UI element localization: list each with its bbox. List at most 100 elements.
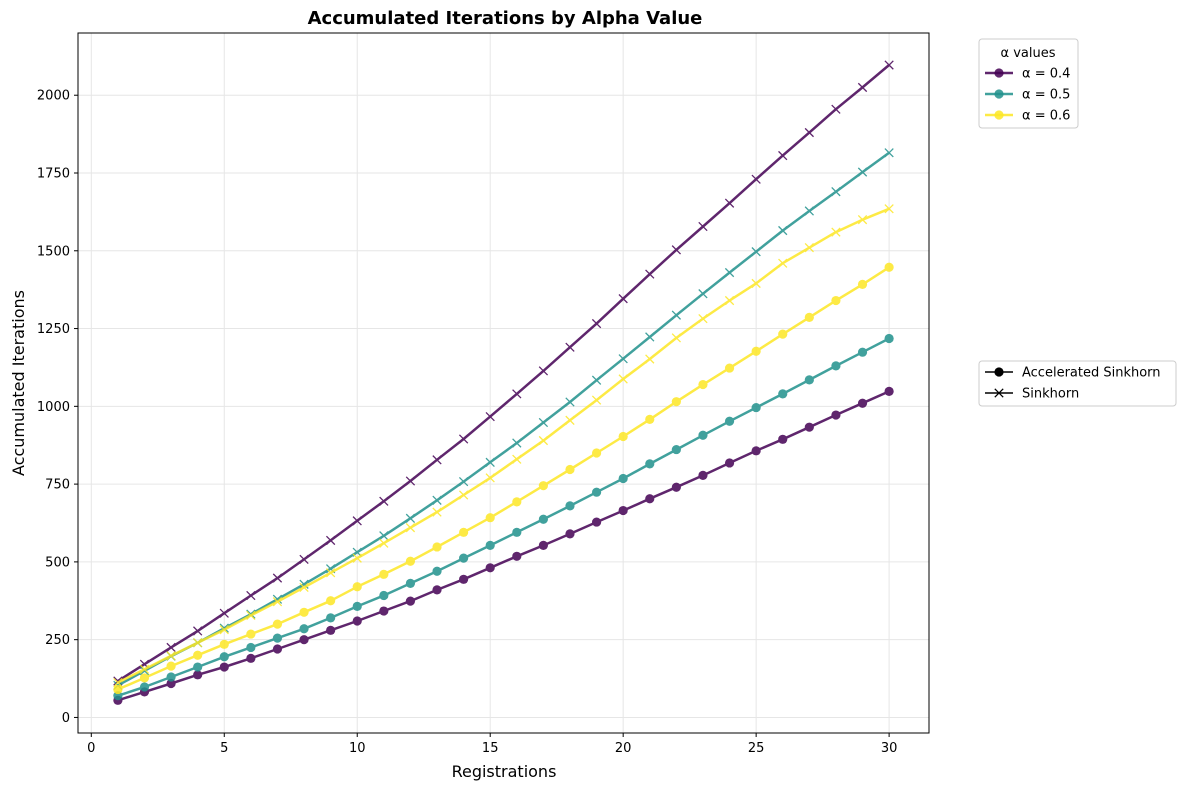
data-point-alpha-06-sinkhorn [857, 215, 868, 225]
data-point-alpha-04-sinkhorn [352, 516, 362, 526]
data-point-alpha-06-sinkhorn [618, 374, 628, 384]
data-point-alpha-05-sinkhorn [724, 267, 735, 278]
data-point-alpha-05-accelerated [193, 662, 203, 672]
data-point-alpha-06-accelerated [299, 607, 309, 617]
data-point-alpha-06-accelerated [193, 650, 203, 660]
data-point-alpha-04-accelerated [884, 386, 894, 396]
data-point-alpha-04-accelerated [671, 482, 681, 492]
data-point-alpha-04-accelerated [485, 563, 495, 573]
y-axis-label: Accumulated Iterations [9, 290, 28, 476]
data-point-alpha-06-sinkhorn [671, 333, 682, 343]
data-point-alpha-04-sinkhorn [804, 127, 814, 138]
x-axis-label: Registrations [452, 762, 557, 781]
data-point-alpha-04-sinkhorn [219, 608, 229, 618]
data-point-alpha-05-sinkhorn [778, 225, 788, 236]
plot-frame [77, 32, 930, 734]
marker-legend: Accelerated Sinkhorn Sinkhorn [978, 360, 1177, 407]
data-point-alpha-04-accelerated [645, 494, 655, 504]
data-point-alpha-06-sinkhorn [299, 582, 309, 593]
data-point-alpha-05-accelerated [778, 389, 788, 399]
data-point-alpha-06-accelerated [379, 569, 389, 579]
series-alpha-06-sinkhorn [113, 204, 894, 688]
data-point-alpha-04-accelerated [299, 635, 309, 645]
data-point-alpha-06-accelerated [326, 596, 336, 606]
data-point-alpha-05-accelerated [831, 361, 841, 371]
data-point-alpha-06-accelerated [751, 346, 761, 356]
x-tick-label: 30 [881, 741, 898, 756]
data-point-alpha-06-accelerated [591, 448, 602, 458]
data-point-alpha-04-sinkhorn [591, 318, 602, 329]
data-point-alpha-04-accelerated [379, 606, 389, 616]
data-point-alpha-06-sinkhorn [698, 313, 708, 324]
data-point-alpha-06-sinkhorn [139, 664, 150, 674]
data-point-alpha-06-sinkhorn [113, 677, 123, 688]
alpha-legend-box [978, 38, 1079, 129]
x-tick-label: 5 [220, 741, 228, 756]
series-line-alpha-04-sinkhorn [117, 64, 890, 683]
data-point-alpha-06-accelerated [778, 329, 788, 339]
series-alpha-04-sinkhorn [113, 60, 894, 686]
data-point-alpha-06-sinkhorn [219, 625, 229, 635]
data-point-alpha-04-accelerated [857, 398, 868, 408]
data-point-alpha-05-sinkhorn [512, 438, 522, 448]
data-point-alpha-04-sinkhorn [538, 366, 549, 376]
marker-legend-items: Accelerated Sinkhorn Sinkhorn [985, 366, 1161, 402]
data-point-alpha-06-sinkhorn [724, 295, 735, 306]
data-point-alpha-06-sinkhorn [538, 435, 549, 446]
data-point-alpha-06-sinkhorn [645, 354, 655, 364]
data-point-alpha-04-accelerated [724, 458, 735, 468]
data-point-alpha-04-accelerated [831, 410, 841, 420]
data-point-alpha-04-accelerated [405, 596, 416, 606]
data-point-alpha-06-sinkhorn [246, 610, 256, 621]
data-point-alpha-05-sinkhorn [804, 206, 814, 216]
data-point-alpha-04-sinkhorn [751, 174, 761, 184]
data-point-alpha-05-accelerated [405, 578, 416, 588]
data-point-alpha-04-accelerated [326, 625, 336, 635]
data-point-alpha-04-accelerated [272, 644, 283, 654]
data-point-alpha-06-accelerated [459, 527, 469, 537]
data-point-alpha-05-accelerated [698, 430, 708, 440]
alpha-legend-items: α = 0.4 α = 0.5 α = 0.6 [985, 67, 1070, 124]
legend-marker-alpha [994, 89, 1004, 99]
data-point-alpha-05-sinkhorn [538, 417, 549, 428]
data-point-alpha-06-accelerated [405, 556, 416, 566]
data-point-alpha-05-accelerated [671, 444, 681, 455]
axes: 0 5 10 15 20 25 30 0 250 500 750 1000 1250 1500 1750 20… [37, 89, 897, 756]
data-point-alpha-05-accelerated [379, 590, 389, 601]
data-point-alpha-05-sinkhorn [432, 495, 442, 505]
legend-label-marker: Sinkhorn [1022, 387, 1079, 402]
data-point-alpha-04-accelerated [166, 678, 176, 689]
series-alpha-06-accelerated [113, 262, 894, 695]
data-point-alpha-04-sinkhorn [645, 269, 655, 279]
data-point-alpha-05-sinkhorn [485, 457, 495, 467]
marker-legend-box [978, 360, 1177, 407]
data-point-alpha-06-accelerated [671, 397, 681, 407]
y-tick-label: 0 [62, 711, 70, 726]
data-point-alpha-06-sinkhorn [565, 415, 575, 425]
data-point-alpha-05-accelerated [166, 672, 176, 682]
data-point-alpha-06-accelerated [698, 379, 708, 390]
y-tick-label: 1250 [37, 322, 70, 337]
data-point-alpha-05-sinkhorn [884, 148, 894, 158]
data-point-alpha-06-accelerated [139, 673, 150, 683]
series-line-alpha-05-accelerated [117, 337, 890, 697]
data-point-alpha-06-sinkhorn [458, 490, 469, 500]
data-point-alpha-06-sinkhorn [804, 243, 814, 253]
data-point-alpha-05-accelerated [272, 633, 283, 643]
data-point-alpha-05-sinkhorn [405, 513, 416, 523]
data-point-alpha-06-sinkhorn [778, 258, 788, 268]
data-point-alpha-05-sinkhorn [831, 187, 841, 197]
series-line-alpha-06-sinkhorn [117, 207, 890, 684]
data-point-alpha-05-sinkhorn [618, 354, 628, 364]
legend-label-alpha: α = 0.6 [1022, 109, 1070, 124]
data-point-alpha-06-accelerated [884, 262, 894, 272]
data-point-alpha-04-sinkhorn [166, 642, 176, 653]
data-point-alpha-06-sinkhorn [831, 227, 841, 237]
data-point-alpha-05-sinkhorn [751, 247, 761, 257]
data-point-alpha-05-sinkhorn [671, 310, 682, 320]
data-point-alpha-04-sinkhorn [193, 626, 203, 636]
legend-label-marker: Accelerated Sinkhorn [1022, 366, 1161, 381]
data-point-alpha-04-sinkhorn [831, 104, 841, 114]
data-point-alpha-06-sinkhorn [352, 553, 362, 563]
